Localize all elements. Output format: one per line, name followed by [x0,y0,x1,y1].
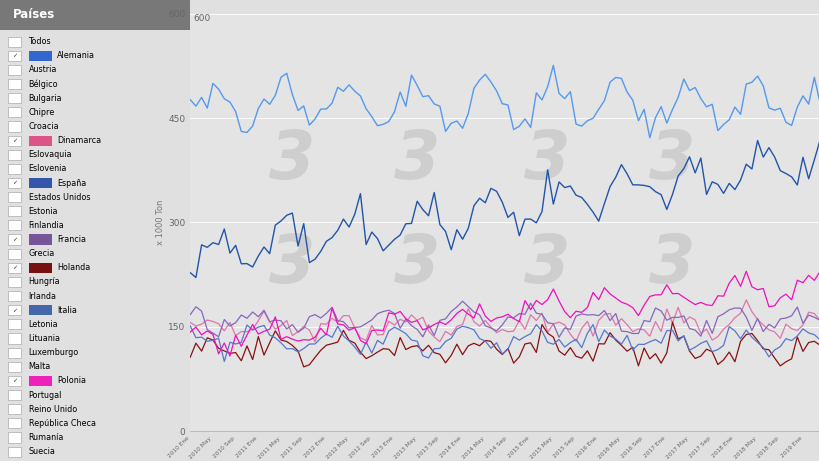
Text: Holanda: Holanda [57,263,90,272]
Text: Chipre: Chipre [29,108,55,117]
Text: ✓: ✓ [11,138,17,143]
Text: Estados Unidos: Estados Unidos [29,193,90,201]
Bar [7,333,21,343]
Bar [7,178,21,188]
Text: República Checa: República Checa [29,419,96,428]
Text: Letonia: Letonia [29,320,58,329]
Text: 3: 3 [524,231,570,297]
Bar [7,418,21,428]
Text: ✓: ✓ [11,308,17,313]
Bar [7,348,21,358]
Text: Lituania: Lituania [29,334,61,343]
Text: 3: 3 [524,127,570,193]
Text: Portugal: Portugal [29,390,62,400]
Text: Italia: Italia [57,306,77,315]
Text: 3: 3 [649,231,695,297]
Bar [7,362,21,372]
Bar [7,235,21,245]
Bar [7,447,21,457]
Bar [29,376,52,386]
Bar [7,220,21,230]
Text: 3: 3 [269,231,315,297]
Text: ✓: ✓ [11,181,17,185]
Bar [7,291,21,301]
Bar [29,51,52,61]
Text: 3: 3 [393,231,440,297]
Bar [7,79,21,89]
Bar [7,376,21,386]
Bar [29,178,52,188]
Bar [7,404,21,414]
Bar [7,93,21,103]
Text: Bulgaria: Bulgaria [29,94,62,103]
Text: España: España [57,178,86,188]
Text: Grecia: Grecia [29,249,55,258]
Text: Dinamarca: Dinamarca [57,136,101,145]
Text: Hungría: Hungría [29,278,60,286]
Text: Países: Países [13,8,56,22]
Text: Eslovenia: Eslovenia [29,165,67,173]
Text: Austria: Austria [29,65,57,74]
Text: 3: 3 [649,127,695,193]
Text: 600: 600 [193,14,210,23]
Bar [29,263,52,273]
Bar [0,0,190,30]
Text: Alemania: Alemania [57,51,95,60]
Bar [7,150,21,160]
Text: Estonia: Estonia [29,207,58,216]
Text: Croacia: Croacia [29,122,59,131]
Bar [7,319,21,330]
Text: Finlandia: Finlandia [29,221,64,230]
Text: Luxemburgo: Luxemburgo [29,348,79,357]
Bar [7,277,21,287]
Text: 3: 3 [393,127,440,193]
Bar [7,65,21,75]
Bar [7,36,21,47]
Text: 3: 3 [269,127,315,193]
Bar [7,192,21,202]
Y-axis label: x 1000 Ton: x 1000 Ton [156,200,165,245]
Text: Irlanda: Irlanda [29,292,57,301]
Bar [7,390,21,400]
Bar [7,107,21,118]
Bar [7,432,21,443]
Text: Francia: Francia [57,235,86,244]
Bar [7,164,21,174]
Text: Suecia: Suecia [29,447,56,456]
Bar [7,51,21,61]
Text: ✓: ✓ [11,378,17,384]
Bar [7,136,21,146]
Bar [7,248,21,259]
Bar [7,121,21,131]
Text: Reino Unido: Reino Unido [29,405,77,414]
Text: ✓: ✓ [11,266,17,270]
Bar [7,206,21,216]
Bar [7,263,21,273]
Bar [7,305,21,315]
Text: Todos: Todos [29,37,51,46]
Text: Bélgico: Bélgico [29,79,58,89]
Text: Malta: Malta [29,362,51,371]
Text: ✓: ✓ [11,53,17,58]
Text: Rumanía: Rumanía [29,433,64,442]
Text: Polonia: Polonia [57,377,86,385]
Text: ✓: ✓ [11,237,17,242]
Bar [29,136,52,146]
Bar [29,305,52,315]
Bar [29,235,52,245]
Text: Eslovaquia: Eslovaquia [29,150,72,159]
